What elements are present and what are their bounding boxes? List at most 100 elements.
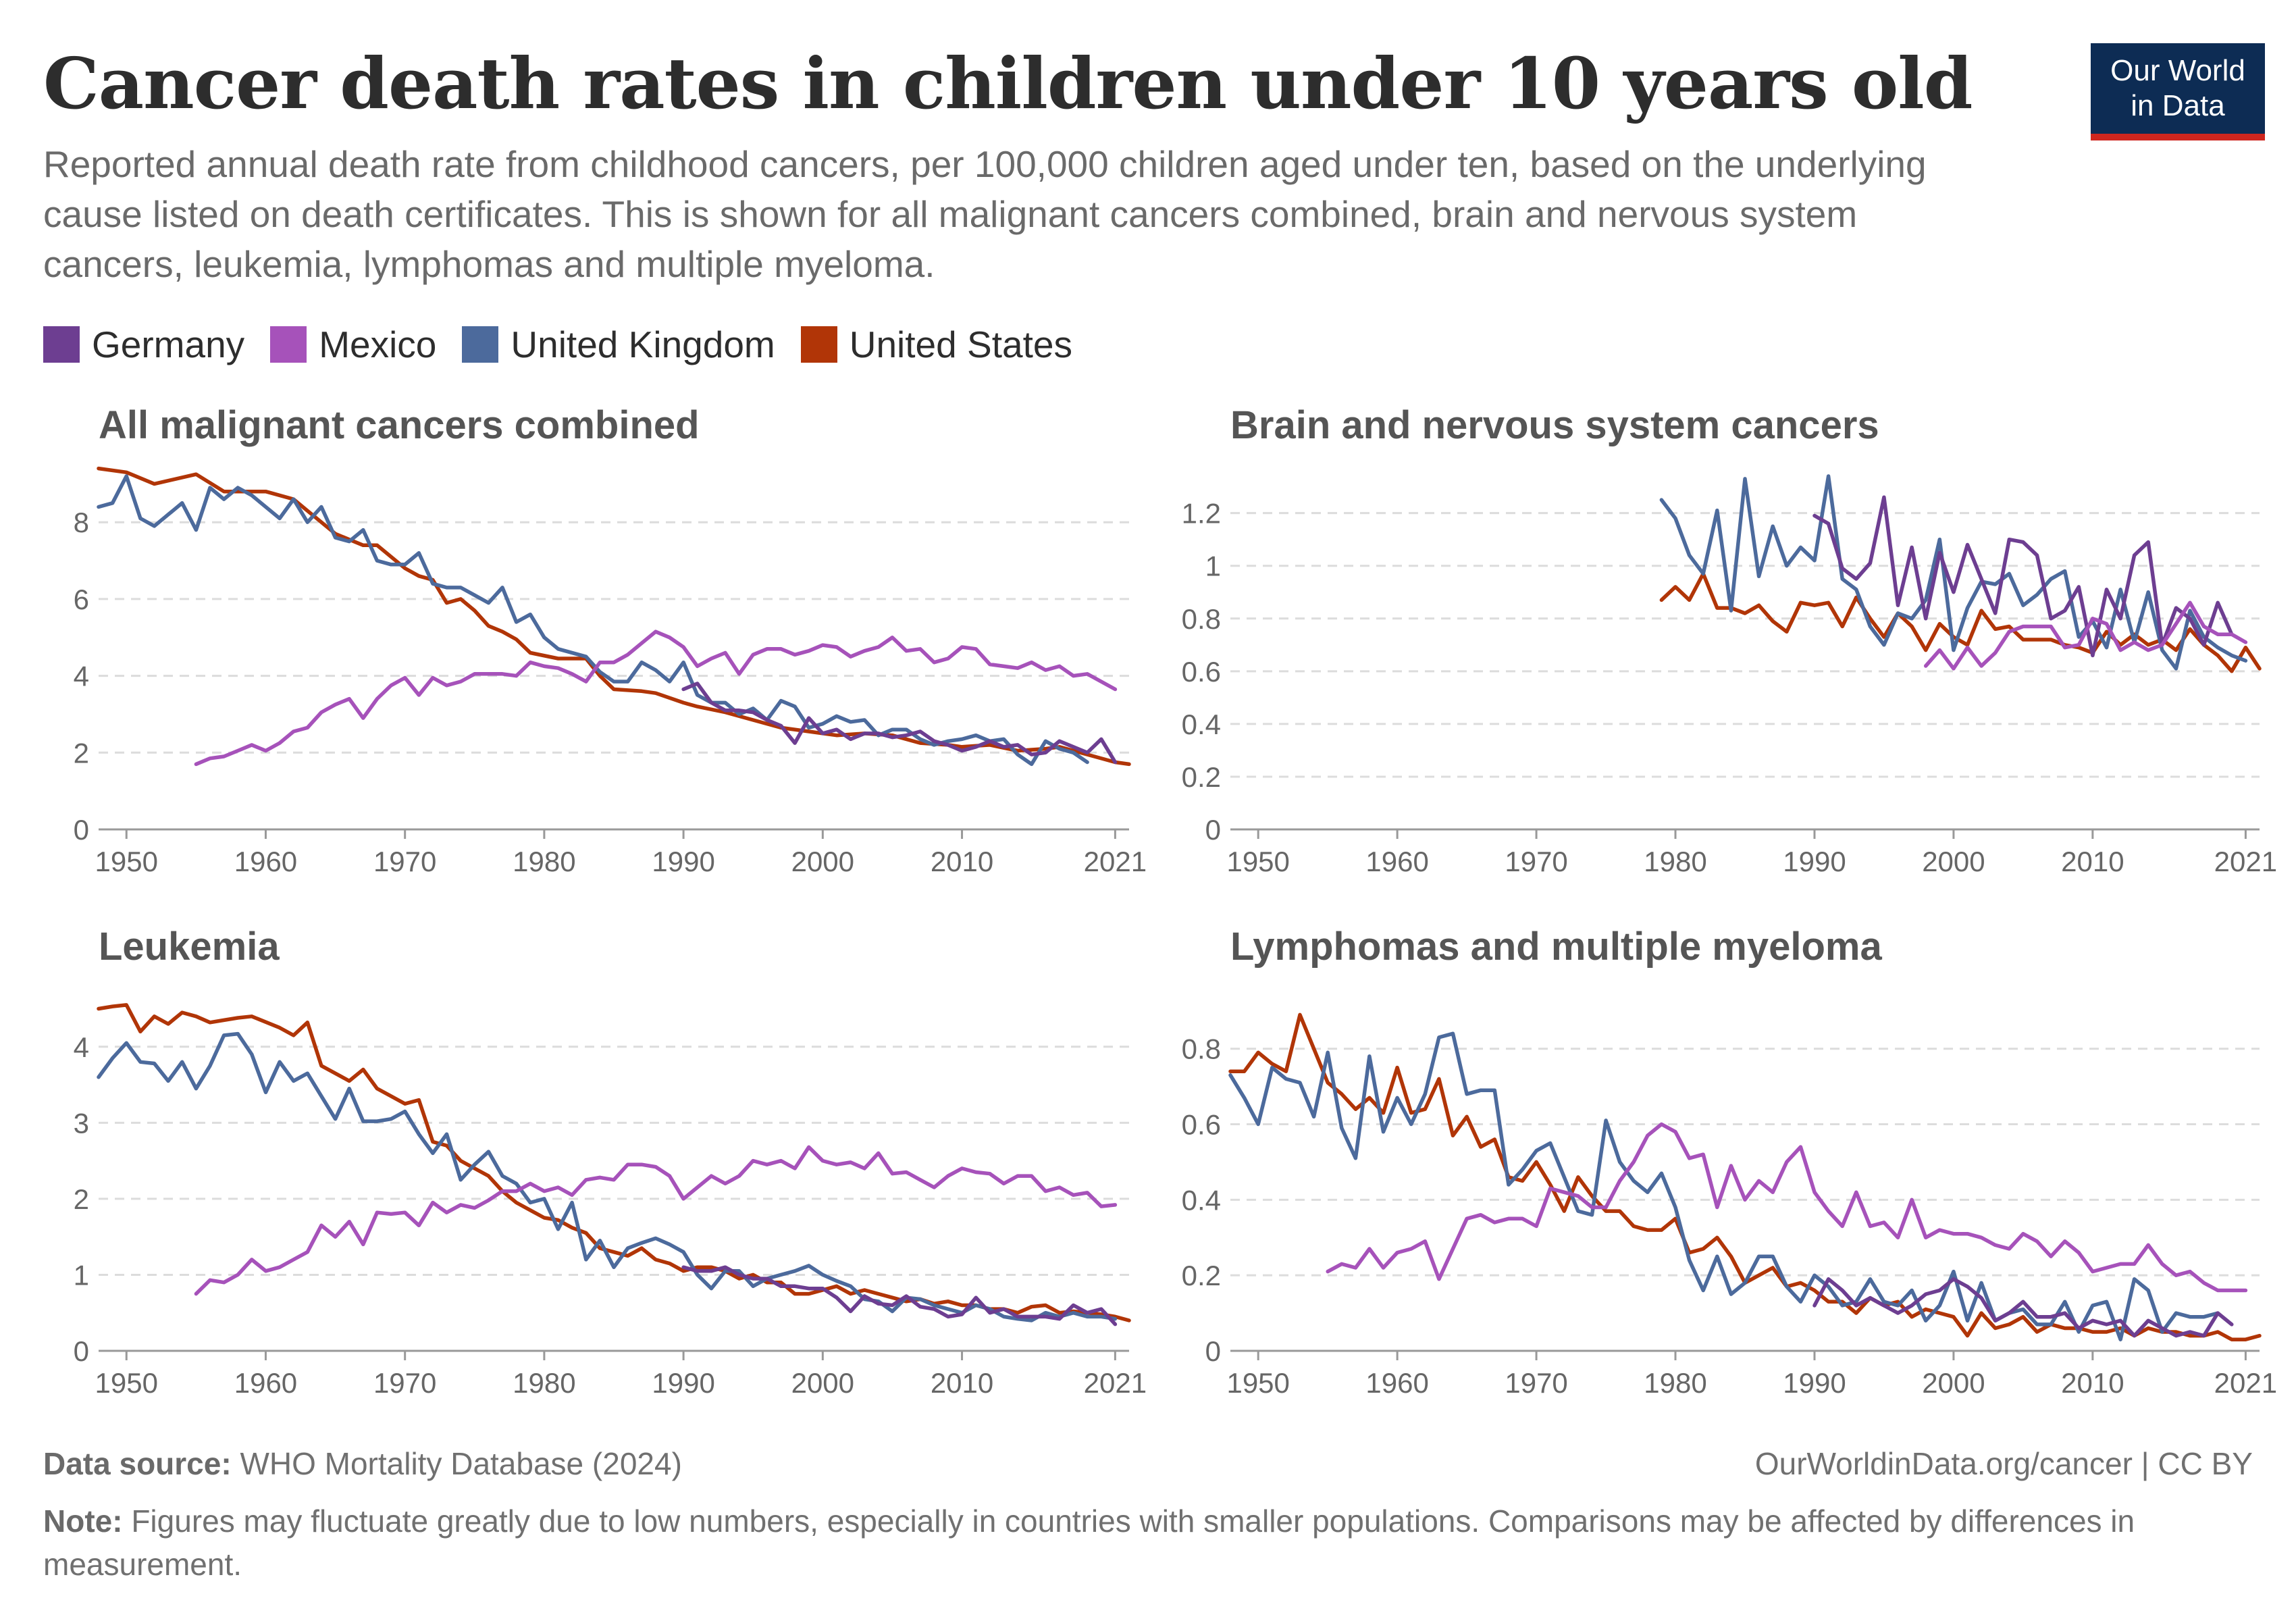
x-tick-label: 1950 [1226,846,1289,877]
series-line-germany [1812,1277,2234,1338]
panel-title-brain: Brain and nervous system cancers [1230,403,1879,447]
x-tick-label: 2010 [2061,846,2124,877]
y-tick-label: 1.2 [1182,498,1221,530]
x-tick-label: 1960 [1365,846,1428,877]
x-tick-label: 1950 [95,1367,158,1399]
y-tick-label: 0 [1205,814,1221,846]
source-label: Data source: [43,1446,232,1481]
legend-label-mexico: Mexico [319,324,437,365]
panel-2: 0 1 2 3 4 1950 1960 1970 1980 1990 2000 2010 2021 [74,1003,1147,1399]
x-tick-label: 1960 [234,846,297,877]
y-tick-label: 0.4 [1182,709,1221,740]
x-tick-label: 1950 [1226,1367,1289,1399]
series-line-mexico [194,629,1118,767]
x-tick-label: 1960 [234,1367,297,1399]
x-tick-label: 2021 [2214,1367,2277,1399]
legend-swatch-united-states [800,326,837,363]
x-tick-label: 2000 [791,1367,854,1399]
x-tick-label: 1990 [652,1367,714,1399]
note-label: Note: [43,1503,123,1539]
y-tick-label: 4 [74,1031,89,1063]
note: Note: Figures may fluctuate greatly due … [43,1499,2245,1586]
legend: Germany Mexico United Kingdom United Sta… [43,323,1072,366]
x-tick-label: 2010 [2061,1367,2124,1399]
x-tick-label: 1970 [1505,846,1567,877]
legend-swatch-germany [43,326,80,363]
owid-logo[interactable]: Our World in Data [2091,43,2265,140]
panel-title-lymphomas: Lymphomas and multiple myeloma [1230,925,1882,969]
note-text: Figures may fluctuate greatly due to low… [43,1503,2135,1582]
y-tick-label: 4 [74,661,89,692]
x-tick-label: 2021 [2214,846,2277,877]
panel-title-all-cancers: All malignant cancers combined [99,403,700,447]
series-line-mexico [194,1145,1118,1296]
series-line-united-kingdom [1228,1031,2220,1341]
series-line-united-states [1228,1012,2262,1341]
y-tick-label: 0.6 [1182,1109,1221,1141]
x-tick-label: 1970 [373,1367,436,1399]
logo-line-2: in Data [2131,89,2225,122]
legend-swatch-mexico [270,326,307,363]
data-source: Data source: WHO Mortality Database (202… [43,1445,682,1482]
legend-item-germany[interactable]: Germany [43,323,244,366]
y-tick-label: 0 [74,1335,89,1367]
legend-item-mexico[interactable]: Mexico [270,323,436,366]
source-text[interactable]: WHO Mortality Database (2024) [240,1446,682,1481]
y-tick-label: 1 [74,1259,89,1291]
chart-title: Cancer death rates in children under 10 … [43,42,1973,125]
x-tick-label: 1960 [1365,1367,1428,1399]
series-line-germany [681,681,1118,765]
series-line-united-kingdom [97,1031,1118,1322]
y-tick-label: 0.6 [1182,656,1221,688]
y-tick-label: 1 [1205,550,1221,582]
series-line-mexico [1923,600,2248,671]
x-tick-label: 1980 [1644,1367,1706,1399]
legend-item-united-kingdom[interactable]: United Kingdom [462,323,775,366]
legend-label-united-states: United States [849,324,1072,365]
legend-label-united-kingdom: United Kingdom [511,324,775,365]
panel-title-leukemia: Leukemia [99,925,280,969]
x-tick-label: 2000 [1922,1367,1985,1399]
series-line-united-kingdom [97,474,1089,767]
y-tick-label: 6 [74,584,89,615]
x-tick-label: 1980 [513,1367,575,1399]
series-line-germany [681,1265,1118,1327]
logo-line-1: Our World [2110,54,2245,87]
panel-0: 0 2 4 6 8 1950 1960 1970 1980 1990 2000 2010 2021 [74,466,1147,877]
y-tick-label: 0.4 [1182,1184,1221,1216]
x-tick-label: 1990 [1783,846,1846,877]
y-tick-label: 0.8 [1182,1033,1221,1065]
x-tick-label: 1990 [652,846,714,877]
x-tick-label: 2021 [1084,1367,1147,1399]
y-tick-label: 0.2 [1182,761,1221,793]
x-tick-label: 2000 [1922,846,1985,877]
x-tick-label: 2010 [931,846,993,877]
y-tick-label: 2 [74,1183,89,1215]
x-tick-label: 1950 [95,846,158,877]
legend-label-germany: Germany [92,324,245,365]
chart-subtitle: Reported annual death rate from childhoo… [43,143,1927,285]
credit-link[interactable]: OurWorldinData.org/cancer | CC BY [1754,1446,2253,1481]
series-line-united-kingdom [1659,474,2248,671]
series-line-united-states [97,1003,1131,1322]
x-tick-label: 1970 [373,846,436,877]
x-tick-label: 1980 [513,846,575,877]
y-tick-label: 8 [74,507,89,538]
y-tick-label: 2 [74,737,89,769]
x-tick-label: 1990 [1783,1367,1846,1399]
panel-3: 0 0.2 0.4 0.6 0.8 1950 1960 1970 1980 1990 2000 201… [1182,1012,2277,1399]
y-tick-label: 3 [74,1107,89,1139]
y-tick-label: 0 [1205,1335,1221,1367]
x-tick-label: 2010 [931,1367,993,1399]
y-tick-label: 0 [74,814,89,846]
legend-item-united-states[interactable]: United States [800,323,1072,366]
y-tick-label: 0.8 [1182,603,1221,635]
legend-swatch-united-kingdom [462,326,499,363]
panel-1: 0 0.2 0.4 0.6 0.8 1 1.2 1950 1960 1970 1980 1990 200… [1182,474,2277,877]
y-tick-label: 0.2 [1182,1260,1221,1291]
series-line-mexico [1326,1122,2248,1293]
series-line-united-states [97,466,1131,767]
x-tick-label: 2021 [1084,846,1147,877]
x-tick-label: 2000 [791,846,854,877]
